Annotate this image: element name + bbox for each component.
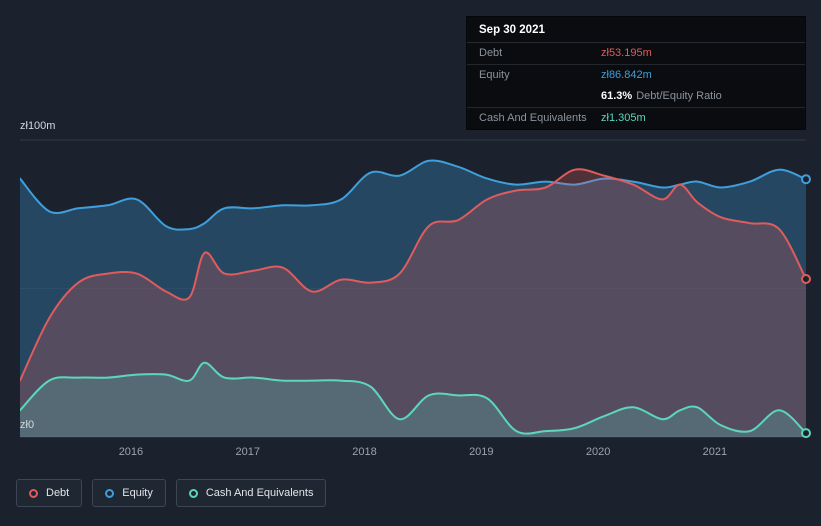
tooltip-cash-label: Cash And Equivalents: [479, 112, 587, 124]
tooltip-date: Sep 30 2021: [467, 17, 805, 43]
equity-series-dot-icon: [105, 488, 115, 498]
ratio-percent: 61.3%: [601, 90, 633, 102]
x-tick-label: 2020: [585, 446, 611, 458]
debt-equity-area-chart[interactable]: [0, 0, 821, 470]
legend-equity-label: Equity: [122, 487, 153, 499]
tooltip-equity-label: Equity: [479, 69, 510, 81]
tooltip-equity-row: Equity zł86.842m: [467, 65, 805, 86]
tooltip-cash-value: zł1.305m: [601, 112, 646, 124]
legend-debt-label: Debt: [46, 487, 70, 499]
cash-series-dot-icon: [188, 488, 198, 498]
legend-cash-button[interactable]: Cash And Equivalents: [175, 479, 327, 507]
x-tick-label: 2021: [702, 446, 728, 458]
chart-legend: Debt Equity Cash And Equivalents: [16, 479, 327, 507]
tooltip-debt-row: Debt zł53.195m: [467, 43, 805, 65]
legend-debt-button[interactable]: Debt: [16, 479, 83, 507]
y-axis-label-bottom: zł0: [20, 419, 35, 431]
tooltip-debt-label: Debt: [479, 47, 503, 59]
x-axis: 2016 2017 2018 2019 2020 2021: [0, 446, 821, 462]
legend-cash-label: Cash And Equivalents: [205, 487, 314, 499]
tooltip-cash-row: Cash And Equivalents zł1.305m: [467, 108, 805, 129]
legend-equity-button[interactable]: Equity: [92, 479, 166, 507]
x-tick-label: 2019: [469, 446, 494, 458]
x-tick-label: 2018: [352, 446, 377, 458]
ratio-caption: Debt/Equity Ratio: [636, 90, 722, 102]
y-axis-label-top: zł100m: [20, 120, 56, 132]
x-tick-label: 2016: [118, 446, 144, 458]
tooltip-debt-value: zł53.195m: [601, 47, 652, 59]
tooltip-ratio-row: 61.3% Debt/Equity Ratio: [467, 86, 805, 108]
debt-series-dot-icon: [29, 488, 38, 498]
tooltip-equity-value: zł86.842m: [601, 69, 652, 81]
chart-tooltip: Sep 30 2021 Debt zł53.195m Equity zł86.8…: [466, 16, 806, 130]
tooltip-ratio-value: 61.3% Debt/Equity Ratio: [601, 89, 722, 104]
x-tick-label: 2017: [235, 446, 260, 458]
